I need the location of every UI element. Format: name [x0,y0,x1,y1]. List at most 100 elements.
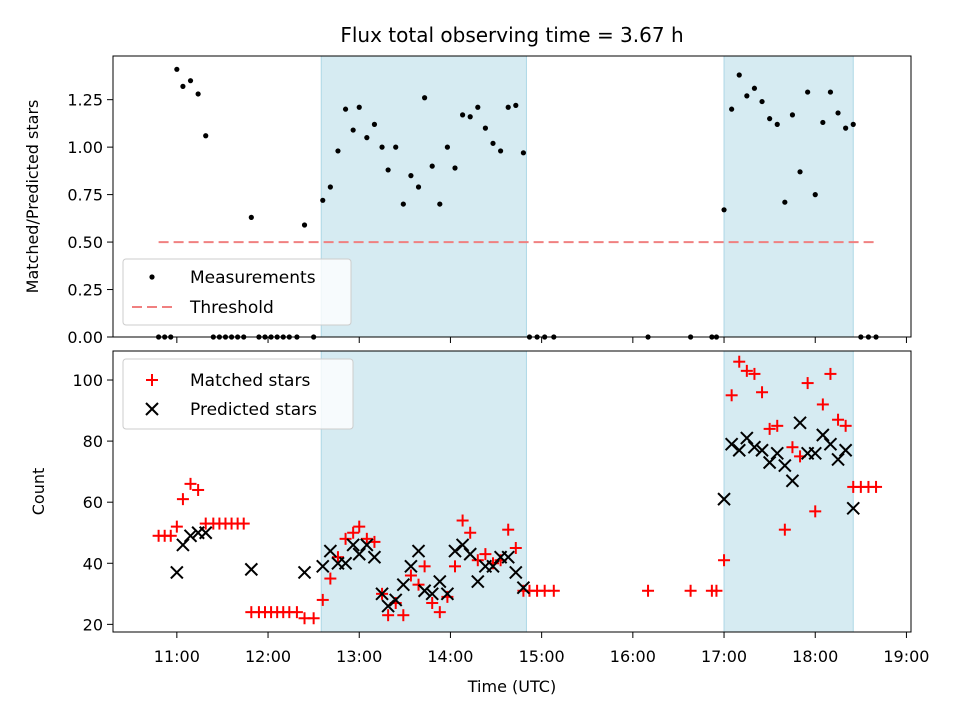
matched-star-point [718,554,731,567]
bottom-panel: 20 40 60 80 100 11:00 12:00 13:00 14:00 15:00 16:… [29,350,929,696]
predicted-star-point [404,559,418,574]
measurement-point [729,106,735,112]
measurement-point [187,78,194,84]
measurement-point [371,121,378,127]
matched-star-point [684,584,697,597]
bottom-y-axis: 20 40 60 80 100 [72,371,113,634]
y-tick-label: 80 [83,432,103,451]
matched-star-point [316,593,329,606]
measurement-point [180,83,186,89]
top-axes-frame [112,55,912,338]
measurement-point [400,201,406,207]
top-panel: 0.00 0.25 0.50 0.75 1.00 1.25 Matched/Predict… [23,55,912,347]
matched-star-point [237,517,250,530]
x-tick-label: 16:00 [610,647,656,666]
matched-star-point [347,526,360,539]
measurement-point [422,95,428,101]
matched-star-point [176,493,189,506]
matched-star-point [339,532,352,545]
predicted-star-point [338,556,353,570]
predicted-star-point [346,538,360,552]
measurement-point [843,125,849,131]
matched-star-point [184,477,197,490]
measurement-point [364,135,370,141]
y-tick-label: 0.50 [67,233,103,252]
predicted-star-point [297,565,312,580]
measurement-point [195,91,201,97]
predicted-star-point [199,526,213,540]
matched-star-point [404,569,417,582]
matched-star-point [816,398,829,411]
measurement-point [452,165,458,171]
matched-star-point [547,584,560,597]
matched-star-point [170,520,183,533]
top-legend-box [122,258,352,326]
measurement-point [327,184,333,190]
measurement-point [789,112,796,118]
predicted-star-point [176,538,190,552]
measurement-point [490,140,496,146]
matched-star-point [642,584,655,597]
measurement-point [850,121,856,127]
matched-star-point [353,520,366,533]
measurement-point [467,114,473,120]
predicted-star-point [433,574,447,589]
y-tick-label: 60 [83,493,103,512]
measurement-point [460,112,466,118]
bottom-legend-box [122,358,354,430]
measurement-point [774,121,780,127]
measurement-point [827,89,834,95]
measurement-point [379,144,385,150]
measurement-point [393,144,399,150]
measurement-point [429,163,435,169]
matched-star-point [449,560,461,573]
predicted-star-point [448,544,462,558]
top-shaded-intervals [320,55,854,338]
matched-star-point [832,413,845,426]
measurement-point [203,133,209,139]
predicted-star-point [463,547,477,561]
predicted-star-point [793,416,807,430]
bottom-axes-frame [112,350,912,633]
x-tick-label: 17:00 [701,647,747,666]
bottom-legend: Matched stars Predicted stars [122,358,354,430]
predicted-star-point [183,529,198,543]
predicted-star-point [740,431,754,445]
legend-measurements-marker [149,274,155,280]
measurement-point [385,167,391,173]
predicted-star-point [724,437,739,451]
legend-predicted-label: Predicted stars [190,400,317,420]
matched-star-point [778,523,791,536]
predicted-star-point [838,443,853,457]
matched-star-point [464,526,477,539]
predicted-star-point [411,544,426,558]
measurement-point [301,222,308,228]
measurement-point [408,173,414,179]
x-tick-label: 11:00 [154,647,200,666]
measurement-point [444,144,450,150]
chart-title: Flux total observing time = 3.67 h [340,23,683,47]
measurement-point [520,150,527,156]
bottom-y-axis-label: Count [29,468,48,516]
x-tick-label: 18:00 [792,647,838,666]
shaded-interval [723,350,854,633]
measurement-point [505,104,511,110]
measurement-point [820,119,826,126]
measurement-point [350,127,356,133]
predicted-star-point [501,550,515,564]
y-tick-label: 20 [83,615,103,634]
legend-matched-marker [146,374,158,386]
matched-star-point [710,584,723,597]
matched-star-point [824,367,837,380]
matched-star-point [433,606,446,619]
predicted-star-point [808,446,822,461]
predicted-star-point [755,443,769,457]
predicted-star-point [381,599,395,613]
matched-star-point [809,505,822,518]
measurement-point [437,201,443,207]
measurement-point [812,192,818,198]
measurement-point [805,89,811,95]
x-tick-label: 15:00 [519,647,565,666]
measurement-point [335,148,341,154]
predicted-star-point [732,443,746,457]
